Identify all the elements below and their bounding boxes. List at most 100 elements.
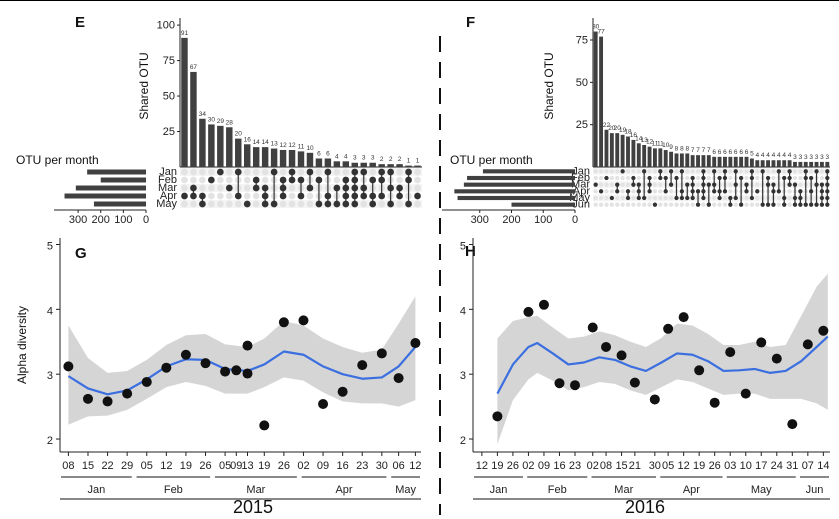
set-name-label: May (156, 198, 177, 210)
sample-point (678, 312, 689, 323)
matrix-dot-filled (765, 202, 771, 207)
matrix-dot-empty (598, 202, 604, 207)
matrix-dot-filled (803, 202, 808, 207)
intersection-bar-label: 6 (729, 149, 733, 156)
panel-label-e: E (75, 14, 85, 31)
intersection-bar-label: 12 (288, 142, 296, 149)
sample-point (318, 399, 329, 410)
matrix-dot-empty (652, 175, 658, 181)
matrix-dot-empty (755, 202, 760, 207)
matrix-dot-empty (593, 195, 598, 201)
intersection-bar-label: 12 (279, 142, 287, 149)
set-name-label: Jan (572, 165, 590, 177)
matrix-dot-empty (199, 168, 206, 176)
intersection-bar (190, 71, 197, 167)
matrix-dot-filled (722, 189, 728, 194)
matrix-dot-empty (604, 169, 609, 174)
set-name-label: Apr (573, 185, 590, 197)
matrix-dot-empty (609, 189, 615, 194)
matrix-dot-empty (609, 182, 615, 187)
intersection-bar (387, 164, 394, 167)
sample-point (180, 349, 191, 360)
matrix-dot-empty (199, 184, 206, 192)
month-label: Apr (683, 484, 700, 496)
matrix-dot-empty (598, 169, 604, 174)
matrix-dot-filled (631, 182, 636, 187)
sample-point (376, 348, 387, 359)
matrix-dot-empty (625, 175, 631, 181)
matrix-dot-empty (685, 202, 690, 207)
matrix-dot-empty (636, 175, 641, 181)
sample-point (587, 322, 598, 333)
matrix-dot-empty (598, 175, 604, 181)
matrix-dot-empty (609, 202, 615, 207)
matrix-dot-empty (190, 200, 197, 208)
matrix-dot-filled (787, 182, 792, 187)
matrix-dot-empty (297, 200, 305, 208)
x-tick-label: 14 (817, 460, 829, 472)
sample-point (554, 378, 565, 389)
intersection-bar-label: 9 (669, 144, 673, 151)
intersection-bar (696, 155, 700, 167)
x-tick-label: 16 (553, 460, 565, 472)
upset-e-ylabel: Shared OTU (137, 52, 151, 119)
x-tick-label: 23 (569, 460, 581, 472)
intersection-bar (636, 143, 641, 167)
x-tick-label: 08 (600, 460, 612, 472)
intersection-bar (760, 160, 765, 167)
y-tick-label: 5 (47, 240, 53, 252)
matrix-dot-empty (615, 169, 620, 174)
matrix-dot-empty (631, 202, 636, 207)
intersection-bar (717, 156, 722, 167)
x-tick-label: 23 (356, 460, 368, 472)
intersection-bar (599, 36, 604, 167)
matrix-dot-empty (190, 168, 197, 176)
intersection-bar-label: 1 (416, 158, 420, 165)
matrix-dot-empty (679, 202, 685, 207)
upset-plot-f: Shared OTU OTU per month 255075807722202… (442, 18, 830, 226)
matrix-dot-empty (208, 192, 215, 200)
panel-label-h: H (465, 243, 476, 260)
matrix-dot-empty (190, 176, 197, 184)
matrix-dot-filled (598, 189, 604, 194)
matrix-dot-empty (615, 195, 620, 201)
matrix-dot-empty (199, 176, 206, 184)
matrix-dot-filled (712, 189, 717, 194)
upset-f-set-size-label: OTU per month (450, 153, 533, 167)
sample-point (357, 360, 368, 371)
matrix-dot-empty (744, 195, 749, 201)
matrix-dot-empty (798, 175, 803, 181)
x-tick-label: 09 (230, 460, 242, 472)
matrix-dot-empty (620, 195, 625, 201)
matrix-dot-empty (620, 202, 625, 207)
sample-point (242, 340, 253, 351)
intersection-bar (642, 144, 647, 167)
intersection-bar (609, 133, 614, 167)
matrix-dot-empty (652, 195, 658, 201)
matrix-dot-empty (216, 200, 224, 208)
set-size-bar (511, 202, 575, 207)
matrix-dot-empty (787, 202, 792, 207)
set-size-bar (100, 177, 146, 183)
matrix-dot-filled (609, 195, 615, 201)
matrix-dot-empty (288, 192, 296, 200)
intersection-bar-label: 11 (652, 140, 659, 147)
set-size-tick-label: 300 (69, 214, 87, 226)
intersection-bar (685, 153, 690, 167)
x-tick-label: 19 (693, 460, 705, 472)
intersection-bar-label: 16 (244, 136, 252, 143)
matrix-dot-empty (776, 202, 781, 207)
sample-point (740, 388, 751, 399)
x-tick-label: 31 (786, 460, 798, 472)
matrix-dot-empty (252, 168, 260, 176)
intersection-bar (755, 160, 760, 167)
intersection-bar (217, 125, 224, 167)
x-tick-label: 09 (538, 460, 550, 472)
sample-point (278, 317, 289, 328)
set-size-tick-label: 100 (534, 214, 552, 226)
intersection-bar-label: 6 (745, 149, 749, 156)
upset-y-tick-label: 75 (163, 55, 175, 67)
matrix-dot-empty (808, 169, 814, 174)
matrix-dot-empty (243, 168, 251, 176)
x-tick-label: 21 (629, 460, 641, 472)
